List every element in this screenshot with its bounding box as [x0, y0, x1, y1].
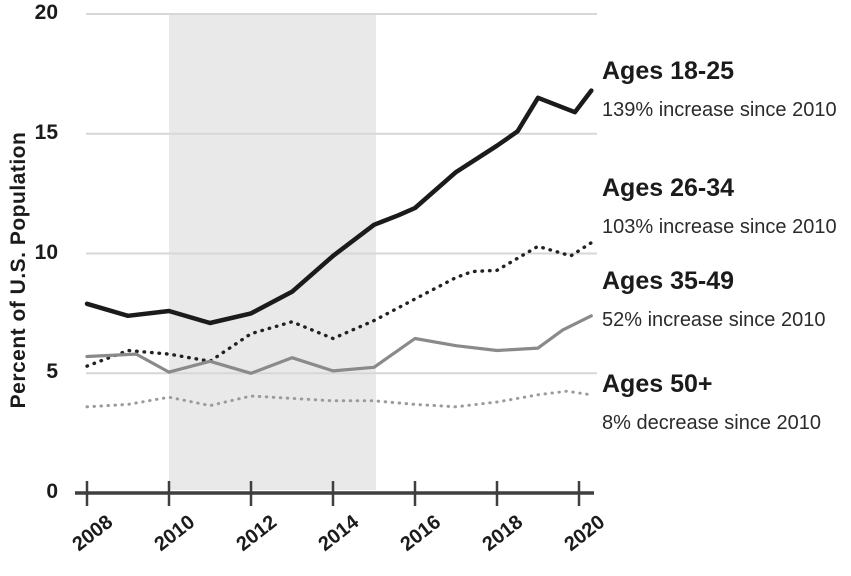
y-tick-label: 5 — [46, 360, 58, 384]
legend-item-ages-18-25: Ages 18-25 139% increase since 2010 — [602, 57, 851, 122]
legend-label-ages-18-25: Ages 18-25 — [602, 57, 735, 85]
y-tick-label: 0 — [46, 480, 58, 504]
legend-note-ages-35-49: 52% increase since 2010 — [602, 309, 826, 331]
y-tick-label: 20 — [34, 1, 58, 25]
legend-label-ages-35-49: Ages 35-49 — [602, 267, 735, 295]
legend-note-ages-18-25: 139% increase since 2010 — [602, 99, 837, 121]
legend-label-ages-26-34: Ages 26-34 — [602, 174, 735, 202]
legend-label-ages-50plus: Ages 50+ — [602, 370, 713, 398]
y-tick-label: 15 — [34, 120, 58, 144]
legend-item-ages-26-34: Ages 26-34 103% increase since 2010 — [602, 174, 851, 239]
legend-item-ages-35-49: Ages 35-49 52% increase since 2010 — [602, 267, 851, 332]
legend-item-ages-50plus: Ages 50+ 8% decrease since 2010 — [602, 370, 851, 435]
y-tick-label: 10 — [34, 240, 58, 264]
legend-note-ages-50plus: 8% decrease since 2010 — [602, 412, 822, 434]
legend-note-ages-26-34: 103% increase since 2010 — [602, 216, 837, 238]
